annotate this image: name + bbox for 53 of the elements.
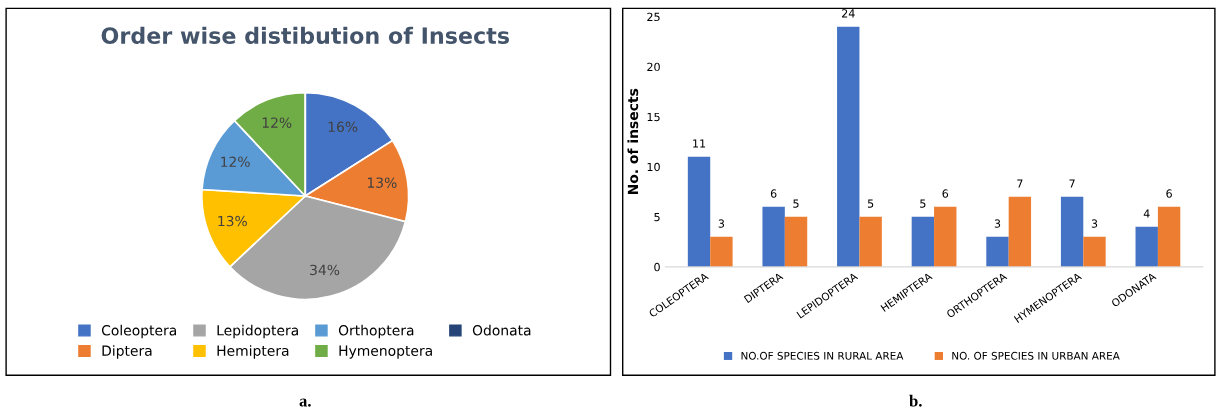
data-label: 5 bbox=[867, 199, 874, 208]
legend-label: NO. OF SPECIES IN URBAN AREA bbox=[952, 351, 1120, 360]
legend-label: Odonata bbox=[472, 324, 531, 336]
data-label: 11 bbox=[693, 139, 706, 148]
y-tick-label: 20 bbox=[647, 62, 660, 72]
data-label: 5 bbox=[793, 199, 799, 208]
data-label: 13% bbox=[218, 215, 247, 227]
bar bbox=[1135, 226, 1158, 267]
bar bbox=[1060, 196, 1084, 267]
data-label: 7 bbox=[1017, 179, 1023, 188]
bar bbox=[1083, 236, 1106, 267]
data-label: 6 bbox=[770, 189, 777, 198]
legend-label: NO.OF SPECIES IN RURAL AREA bbox=[741, 351, 904, 360]
bar bbox=[1008, 196, 1032, 267]
data-label: 12% bbox=[221, 156, 250, 167]
text: a. bbox=[299, 398, 311, 407]
legend-label: Coleoptera bbox=[101, 324, 176, 339]
legend-label: Diptera bbox=[102, 345, 152, 359]
text: b. bbox=[909, 394, 922, 407]
data-label: 7 bbox=[1069, 179, 1075, 188]
y-tick-label: 0 bbox=[654, 262, 660, 272]
bar bbox=[762, 206, 785, 267]
legend-label: Hymenoptera bbox=[339, 345, 432, 359]
bar bbox=[837, 26, 860, 267]
data-label: 3 bbox=[1091, 219, 1098, 228]
chart-title: Order wise distibution of Insects bbox=[101, 26, 509, 44]
bar bbox=[859, 216, 882, 267]
bar bbox=[934, 206, 957, 267]
y-tick-label: 25 bbox=[647, 12, 660, 22]
bar bbox=[911, 216, 935, 267]
data-label: 4 bbox=[1143, 209, 1150, 218]
legend-label: Lepidoptera bbox=[217, 324, 298, 339]
data-label: 34% bbox=[310, 264, 340, 276]
y-tick-label: 10 bbox=[647, 162, 660, 172]
data-label: 3 bbox=[718, 219, 725, 228]
data-label: 5 bbox=[920, 199, 926, 208]
bar bbox=[1157, 206, 1181, 267]
bar bbox=[784, 216, 808, 267]
data-label: 12% bbox=[262, 117, 292, 128]
legend-label: Hemiptera bbox=[217, 345, 289, 359]
bar bbox=[986, 236, 1009, 267]
data-label: 6 bbox=[1166, 189, 1172, 198]
data-label: 6 bbox=[942, 189, 949, 198]
bar bbox=[710, 236, 733, 267]
data-label: 3 bbox=[994, 219, 1001, 228]
y-tick-label: 15 bbox=[647, 112, 660, 122]
y-tick-label: 5 bbox=[654, 212, 660, 222]
legend-label: Orthoptera bbox=[338, 324, 414, 339]
data-label: 13% bbox=[367, 177, 397, 188]
data-label: 16% bbox=[328, 121, 358, 133]
data-label: 24 bbox=[842, 9, 855, 18]
y-axis-title: No. of insects bbox=[627, 88, 639, 195]
bar bbox=[687, 156, 711, 267]
